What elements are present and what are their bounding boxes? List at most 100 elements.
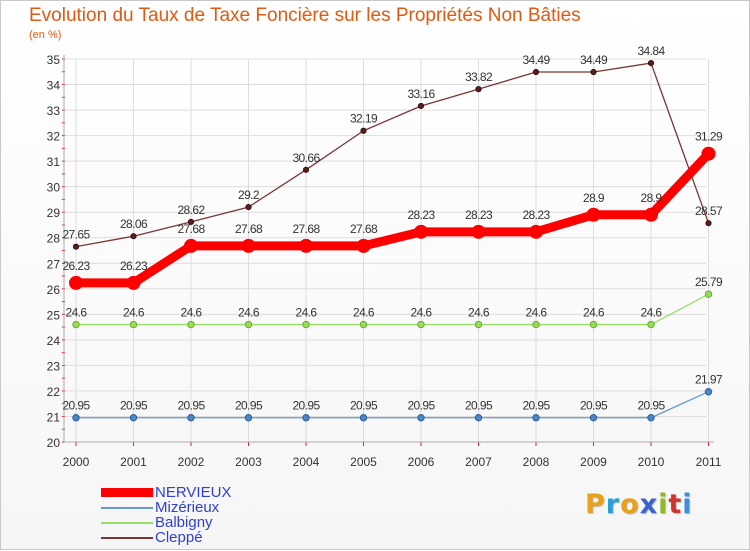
data-point xyxy=(532,414,540,422)
data-label: 30.66 xyxy=(292,151,320,165)
x-tick-label: 2008 xyxy=(523,455,550,469)
y-tick-label: 28 xyxy=(47,232,61,246)
data-point xyxy=(589,414,598,422)
x-tick-label: 2007 xyxy=(465,455,492,469)
data-label: 24.6 xyxy=(296,306,318,320)
data-point xyxy=(360,127,367,134)
data-label: 31.29 xyxy=(695,130,723,144)
data-point xyxy=(417,414,425,422)
data-point xyxy=(187,320,195,329)
chart-subtitle: (en %) xyxy=(29,29,62,41)
data-label: 20.95 xyxy=(350,399,378,413)
data-point xyxy=(647,320,655,329)
y-tick-label: 27 xyxy=(47,257,61,271)
data-point xyxy=(586,207,601,222)
data-label: 20.95 xyxy=(522,399,550,413)
data-label: 32.19 xyxy=(350,112,378,126)
x-tick-label: 2003 xyxy=(235,455,262,469)
data-label: 24.6 xyxy=(123,306,145,320)
data-point xyxy=(245,203,252,211)
data-point xyxy=(187,218,195,226)
data-point xyxy=(417,102,425,110)
y-tick-label: 30 xyxy=(47,181,61,195)
y-tick-label: 24 xyxy=(47,334,61,348)
data-point xyxy=(72,320,80,329)
legend-label: Mizérieux xyxy=(155,499,220,516)
data-label: 27.68 xyxy=(292,222,320,236)
y-tick-label: 32 xyxy=(47,130,61,144)
data-label: 33.82 xyxy=(465,70,493,84)
data-label: 28.9 xyxy=(583,191,605,205)
data-label: 20.95 xyxy=(62,399,90,413)
data-point xyxy=(471,224,486,239)
y-tick-label: 25 xyxy=(47,308,61,322)
y-tick-label: 29 xyxy=(47,206,61,220)
logo-letter: P xyxy=(585,489,606,520)
proxiti-logo: Proxiti xyxy=(585,489,693,520)
x-tick-label: 2006 xyxy=(408,455,435,469)
data-point xyxy=(241,238,256,253)
y-tick-label: 31 xyxy=(47,155,61,169)
data-point xyxy=(590,68,597,76)
logo-letter: i xyxy=(682,489,693,520)
y-tick-label: 20 xyxy=(47,436,61,450)
x-tick-label: 2011 xyxy=(696,455,722,469)
data-label: 33.16 xyxy=(407,87,435,101)
data-point xyxy=(644,207,658,222)
data-point xyxy=(356,238,371,253)
data-label: 20.95 xyxy=(235,399,263,413)
data-point xyxy=(129,320,138,329)
data-label: 24.6 xyxy=(583,306,605,320)
x-tick-label: 2002 xyxy=(178,455,205,469)
data-point xyxy=(704,290,713,298)
x-tick-label: 2009 xyxy=(580,455,607,469)
data-label: 20.95 xyxy=(292,399,320,413)
data-label: 25.79 xyxy=(695,275,723,289)
data-label: 34.49 xyxy=(580,53,608,67)
x-tick-label: 2004 xyxy=(293,455,320,469)
logo-letter: t xyxy=(668,489,683,520)
logo-letter: i xyxy=(658,489,669,520)
data-point xyxy=(474,320,483,329)
data-point xyxy=(302,320,310,329)
x-tick-label: 2005 xyxy=(350,455,377,469)
data-label: 24.6 xyxy=(66,306,88,320)
data-point xyxy=(359,414,368,422)
data-point xyxy=(244,320,253,329)
data-label: 28.23 xyxy=(465,208,493,222)
data-label: 27.65 xyxy=(62,228,90,242)
data-point xyxy=(647,59,655,67)
logo-letter: o xyxy=(620,489,640,520)
data-point xyxy=(129,414,138,422)
series-line-balbigny xyxy=(75,293,710,326)
data-point xyxy=(69,275,83,290)
data-point xyxy=(529,224,543,239)
legend-label: Balbigny xyxy=(155,514,213,531)
data-label: 24.6 xyxy=(526,306,548,320)
data-point xyxy=(302,414,310,422)
y-tick-label: 35 xyxy=(47,53,61,67)
series-line-cleppé xyxy=(75,62,710,248)
legend-label: NERVIEUX xyxy=(155,484,232,501)
data-point xyxy=(302,166,310,173)
legend-label: Cleppé xyxy=(155,529,203,546)
data-label: 28.57 xyxy=(695,204,723,218)
data-point xyxy=(187,414,195,422)
data-label: 34.49 xyxy=(522,53,550,67)
data-point xyxy=(532,68,540,76)
data-label: 20.95 xyxy=(177,399,205,413)
data-label: 34.84 xyxy=(637,44,665,58)
data-point xyxy=(474,414,483,422)
data-point xyxy=(184,238,198,253)
data-labels: 27.65 28.06 28.62 29.2 30.66 32.19 33.16 33.82 3… xyxy=(62,44,723,413)
data-label: 27.68 xyxy=(350,222,378,236)
data-point xyxy=(130,233,137,240)
y-tick-label: 23 xyxy=(47,359,61,373)
data-label: 28.23 xyxy=(522,208,550,222)
data-label: 24.6 xyxy=(641,306,663,320)
legend-swatch xyxy=(101,488,153,497)
data-label: 26.23 xyxy=(120,259,148,273)
logo-letter: r xyxy=(605,489,621,520)
